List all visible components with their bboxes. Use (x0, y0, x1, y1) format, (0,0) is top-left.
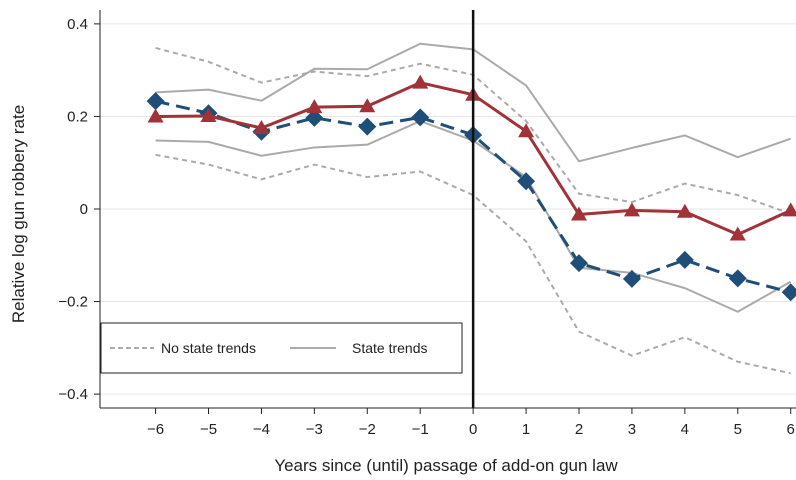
diamond-marker (675, 250, 694, 269)
x-tick-label: 2 (575, 421, 583, 438)
x-tick-label: −2 (359, 421, 376, 438)
triangle-marker (570, 206, 587, 221)
diamond-marker (358, 117, 377, 136)
x-tick-label: 3 (628, 421, 636, 438)
x-tick-label: 1 (522, 421, 530, 438)
triangle-marker (729, 226, 746, 241)
x-axis-title: Years since (until) passage of add-on gu… (274, 456, 618, 475)
diamond-marker (146, 92, 165, 111)
diamond-marker (569, 254, 588, 273)
triangle-marker (200, 107, 217, 122)
y-tick-label: −0.4 (58, 386, 88, 403)
diamond-marker (781, 283, 796, 302)
x-tick-label: 6 (787, 421, 795, 438)
triangle-marker (359, 98, 376, 113)
legend: No state trends State trends (100, 322, 463, 374)
triangle-marker (676, 203, 693, 218)
y-axis-title: Relative log gun robbery rate (9, 105, 28, 323)
triangle-marker (253, 120, 270, 135)
y-tick-label: 0.4 (67, 16, 88, 33)
triangle-marker (518, 123, 535, 138)
x-tick-label: −1 (412, 421, 429, 438)
diamond-marker (517, 172, 536, 191)
triangle-marker (623, 202, 640, 217)
legend-label-state-trends: State trends (352, 340, 428, 356)
legend-label-no-state-trends: No state trends (161, 340, 256, 356)
series-line-no-trend-lower-ci (155, 153, 791, 375)
triangle-marker (147, 108, 164, 123)
x-tick-label: −4 (253, 421, 270, 438)
diamond-marker (305, 108, 324, 127)
x-tick-label: −6 (147, 421, 164, 438)
y-tick-label: 0 (80, 201, 88, 218)
y-tick-label: −0.2 (58, 294, 88, 311)
y-tick-label: 0.2 (67, 108, 88, 125)
axes-layer: −0.4 −0.2 0 0.2 0.4 −6 −5 −4 −3 −2 −1 0 1 2 3 4 5 6 (58, 10, 796, 438)
diamond-marker (728, 269, 747, 288)
legend-box (100, 322, 463, 374)
x-tick-label: −3 (306, 421, 323, 438)
triangle-marker (782, 202, 796, 217)
triangle-marker (412, 74, 429, 89)
triangle-marker (306, 99, 323, 114)
x-tick-label: 4 (681, 421, 689, 438)
diamond-marker (411, 108, 430, 127)
x-tick-label: 0 (469, 421, 477, 438)
diamond-marker (622, 269, 641, 288)
x-tick-label: 5 (734, 421, 742, 438)
x-tick-label: −5 (200, 421, 217, 438)
